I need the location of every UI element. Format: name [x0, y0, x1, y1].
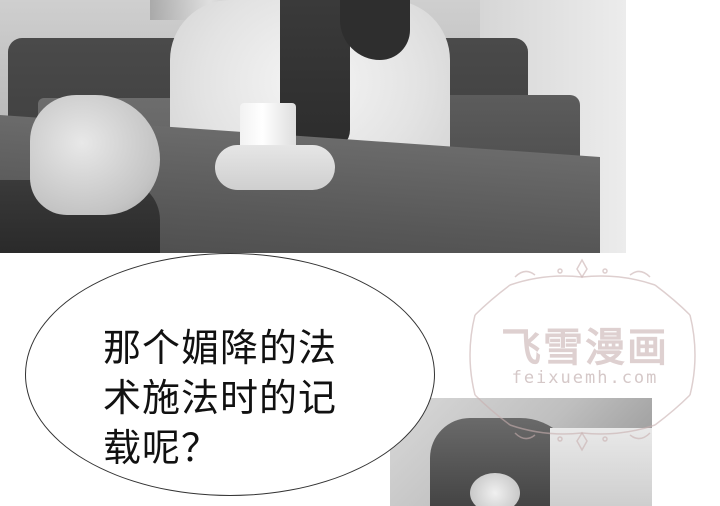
- dialogue-line-3: 载呢？: [103, 423, 373, 473]
- dialogue-line-1: 那个媚降的法: [103, 323, 373, 373]
- man-hand-gesture: [30, 95, 160, 215]
- watermark-title: 飞雪漫画: [480, 315, 690, 373]
- photo-panel-cafe-scene: [0, 0, 626, 253]
- woman-hands: [215, 145, 335, 190]
- photo-panel-lower: [390, 398, 652, 506]
- watermark-url: feixuemh.com: [490, 368, 680, 388]
- dialogue-line-2: 术施法时的记: [103, 373, 373, 423]
- speech-bubble-text: 那个媚降的法 术施法时的记 载呢？: [103, 323, 373, 473]
